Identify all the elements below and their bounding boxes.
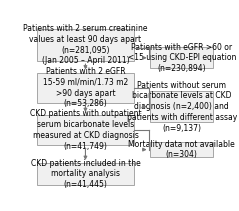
FancyBboxPatch shape — [150, 142, 213, 157]
FancyBboxPatch shape — [37, 115, 134, 145]
Text: Patients with 2 eGFR
15-59 ml/min/1.73 m2
>90 days apart
(n=53,286): Patients with 2 eGFR 15-59 ml/min/1.73 m… — [43, 67, 128, 108]
Text: CKD patients included in the
mortality analysis
(n=41,445): CKD patients included in the mortality a… — [31, 159, 140, 189]
Text: Mortality data not available
(n=304): Mortality data not available (n=304) — [128, 140, 235, 160]
Text: Patients with eGFR >60 or
<15 using CKD-EPI equation
(n=230,894): Patients with eGFR >60 or <15 using CKD-… — [128, 43, 236, 73]
Text: Patients without serum
bicarbonate levels at CKD
diagnosis (n=2,400) and
patient: Patients without serum bicarbonate level… — [127, 81, 237, 133]
FancyBboxPatch shape — [37, 73, 134, 103]
FancyBboxPatch shape — [37, 28, 134, 61]
FancyBboxPatch shape — [37, 163, 134, 185]
Text: Patients with 2 serum creatinine
values at least 90 days apart
(n=281,095)
(Jan : Patients with 2 serum creatinine values … — [23, 24, 148, 65]
FancyBboxPatch shape — [150, 91, 213, 122]
FancyBboxPatch shape — [150, 47, 213, 68]
Text: CKD patients with outpatient
serum bicarbonate levels
measured at CKD diagnosis
: CKD patients with outpatient serum bicar… — [30, 110, 141, 151]
